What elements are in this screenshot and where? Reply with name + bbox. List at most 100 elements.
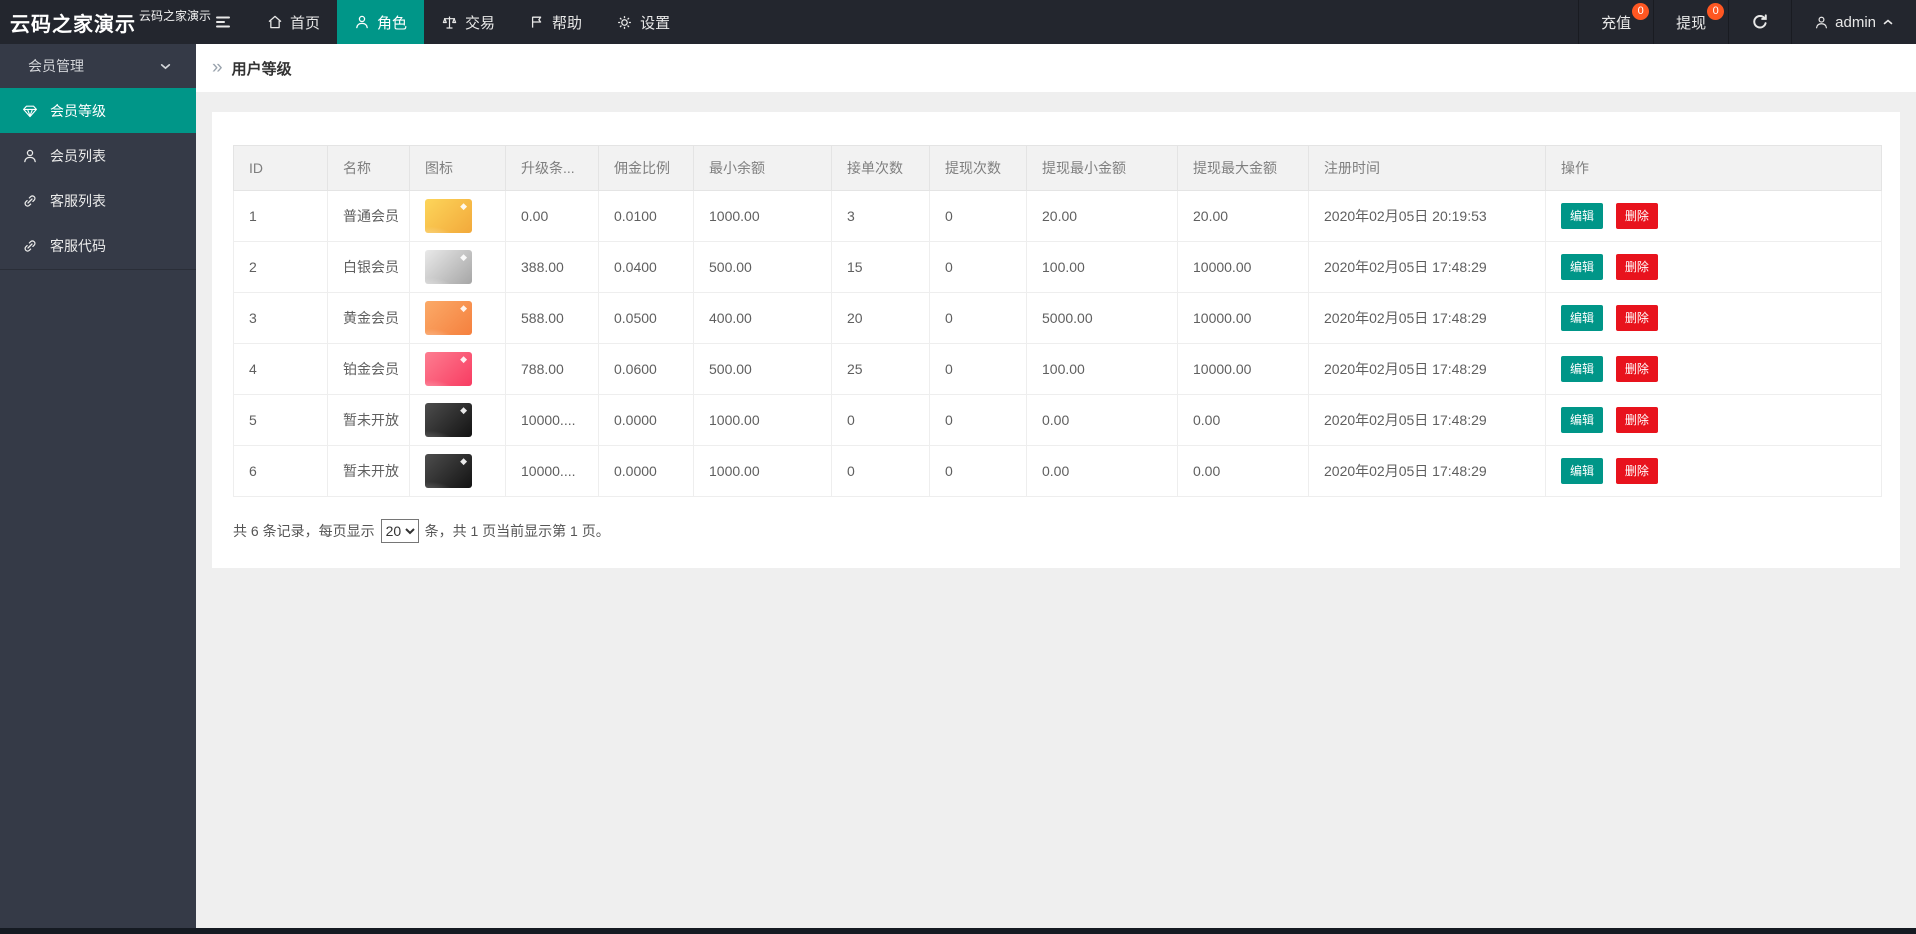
link-icon <box>24 239 36 252</box>
level-badge-icon <box>425 454 472 488</box>
cell-upgrade: 0.00 <box>505 190 599 242</box>
level-badge-icon <box>425 352 472 386</box>
chevron-up-icon <box>1883 19 1893 25</box>
topbar-right: 充值 0 提现 0 admin <box>1578 0 1916 44</box>
per-page-select[interactable]: 20 <box>380 519 419 543</box>
cell-name: 普通会员 <box>327 190 410 242</box>
cell-icon <box>409 343 506 395</box>
cell-withdraw-max: 20.00 <box>1177 190 1309 242</box>
sidebar-item-service-list[interactable]: 客服列表 <box>0 178 196 223</box>
sidebar-item-member-level[interactable]: 会员等级 <box>0 88 196 133</box>
cell-icon <box>409 394 506 446</box>
level-badge-icon <box>425 199 472 233</box>
col-withdraw-max: 提现最大金额 <box>1177 145 1309 191</box>
tab-trade[interactable]: 交易 <box>424 0 512 44</box>
cell-id: 2 <box>233 241 328 293</box>
sidebar-item-label: 会员等级 <box>50 102 106 119</box>
flag-icon <box>532 16 542 28</box>
edit-button[interactable]: 编辑 <box>1561 203 1604 229</box>
col-name: 名称 <box>327 145 410 191</box>
cell-upgrade: 788.00 <box>505 343 599 395</box>
cell-orders: 0 <box>831 394 930 446</box>
delete-button[interactable]: 删除 <box>1615 203 1658 229</box>
cell-icon <box>409 241 506 293</box>
tab-settings-label: 设置 <box>640 14 671 32</box>
brand-title: 云码之家演示 <box>10 13 136 36</box>
cell-withdraw-min: 100.00 <box>1026 241 1178 293</box>
cell-icon <box>409 292 506 344</box>
cell-min-balance: 500.00 <box>693 343 832 395</box>
cell-orders: 25 <box>831 343 930 395</box>
tab-help-label: 帮助 <box>552 14 583 32</box>
delete-button[interactable]: 删除 <box>1615 458 1658 484</box>
withdraw-button[interactable]: 提现 0 <box>1653 0 1728 44</box>
edit-button[interactable]: 编辑 <box>1561 305 1604 331</box>
refresh-button[interactable] <box>1728 0 1791 44</box>
cell-min-balance: 400.00 <box>693 292 832 344</box>
table-header-row: ID 名称 图标 升级条... 佣金比例 最小余额 接单次数 提现次数 提现最小… <box>233 145 1882 191</box>
scales-icon <box>442 16 457 29</box>
cell-withdraw-min: 5000.00 <box>1026 292 1178 344</box>
delete-button[interactable]: 删除 <box>1615 407 1658 433</box>
sidebar-item-label: 客服代码 <box>50 237 106 254</box>
cell-min-balance: 500.00 <box>693 241 832 293</box>
edit-button[interactable]: 编辑 <box>1561 254 1604 280</box>
table-row: 2 白银会员 388.00 0.0400 500.00 15 0 100.00 … <box>233 241 1882 293</box>
col-actions: 操作 <box>1545 145 1882 191</box>
cell-id: 3 <box>233 292 328 344</box>
cell-id: 6 <box>233 445 328 497</box>
delete-button[interactable]: 删除 <box>1615 305 1658 331</box>
edit-button[interactable]: 编辑 <box>1561 458 1604 484</box>
cell-name: 暂未开放 <box>327 445 410 497</box>
user-icon <box>356 15 368 29</box>
cell-id: 4 <box>233 343 328 395</box>
cell-withdraw-count: 0 <box>929 292 1027 344</box>
tab-role[interactable]: 角色 <box>337 0 425 44</box>
cell-reg-time: 2020年02月05日 17:48:29 <box>1308 394 1546 446</box>
sidebar-group-member-management[interactable]: 会员管理 <box>0 44 196 88</box>
delete-button[interactable]: 删除 <box>1615 356 1658 382</box>
gem-icon <box>23 105 37 117</box>
chevron-down-icon <box>160 63 171 69</box>
cell-reg-time: 2020年02月05日 20:19:53 <box>1308 190 1546 242</box>
table-row: 3 黄金会员 588.00 0.0500 400.00 20 0 5000.00… <box>233 292 1882 344</box>
cell-withdraw-min: 0.00 <box>1026 394 1178 446</box>
cell-name: 白银会员 <box>327 241 410 293</box>
cell-commission: 0.0100 <box>598 190 694 242</box>
tab-trade-label: 交易 <box>465 14 496 32</box>
cell-name: 铂金会员 <box>327 343 410 395</box>
user-menu[interactable]: admin <box>1791 0 1916 44</box>
cell-icon <box>409 190 506 242</box>
bottom-scrollbar-strip[interactable] <box>0 928 1916 934</box>
edit-button[interactable]: 编辑 <box>1561 407 1604 433</box>
pagination-suffix: 条，共 1 页当前显示第 1 页。 <box>424 523 610 539</box>
tab-help[interactable]: 帮助 <box>512 0 599 44</box>
withdraw-badge: 0 <box>1707 3 1725 20</box>
page-title: 用户等级 <box>231 60 292 78</box>
col-commission: 佣金比例 <box>598 145 694 191</box>
breadcrumb: » 用户等级 <box>196 44 1916 92</box>
tab-home[interactable]: 首页 <box>250 0 337 44</box>
table-row: 1 普通会员 0.00 0.0100 1000.00 3 0 20.00 20.… <box>233 190 1882 242</box>
tab-home-label: 首页 <box>290 14 321 32</box>
delete-button[interactable]: 删除 <box>1615 254 1658 280</box>
cell-reg-time: 2020年02月05日 17:48:29 <box>1308 445 1546 497</box>
cell-commission: 0.0600 <box>598 343 694 395</box>
cell-min-balance: 1000.00 <box>693 394 832 446</box>
edit-button[interactable]: 编辑 <box>1561 356 1604 382</box>
sidebar-item-service-code[interactable]: 客服代码 <box>0 223 196 268</box>
tab-settings[interactable]: 设置 <box>599 0 687 44</box>
col-icon: 图标 <box>409 145 506 191</box>
cell-commission: 0.0500 <box>598 292 694 344</box>
cell-commission: 0.0400 <box>598 241 694 293</box>
recharge-button[interactable]: 充值 0 <box>1578 0 1653 44</box>
cell-withdraw-max: 0.00 <box>1177 445 1309 497</box>
sidebar-item-member-list[interactable]: 会员列表 <box>0 133 196 178</box>
cell-min-balance: 1000.00 <box>693 445 832 497</box>
collapse-menu-button[interactable] <box>196 0 250 44</box>
level-badge-icon <box>425 403 472 437</box>
brand-logo: 云码之家演示 云码之家演示 <box>0 0 211 44</box>
cell-orders: 0 <box>831 445 930 497</box>
top-menu: 首页 角色 交易 帮助 设置 <box>250 0 687 44</box>
refresh-icon <box>1753 14 1767 29</box>
